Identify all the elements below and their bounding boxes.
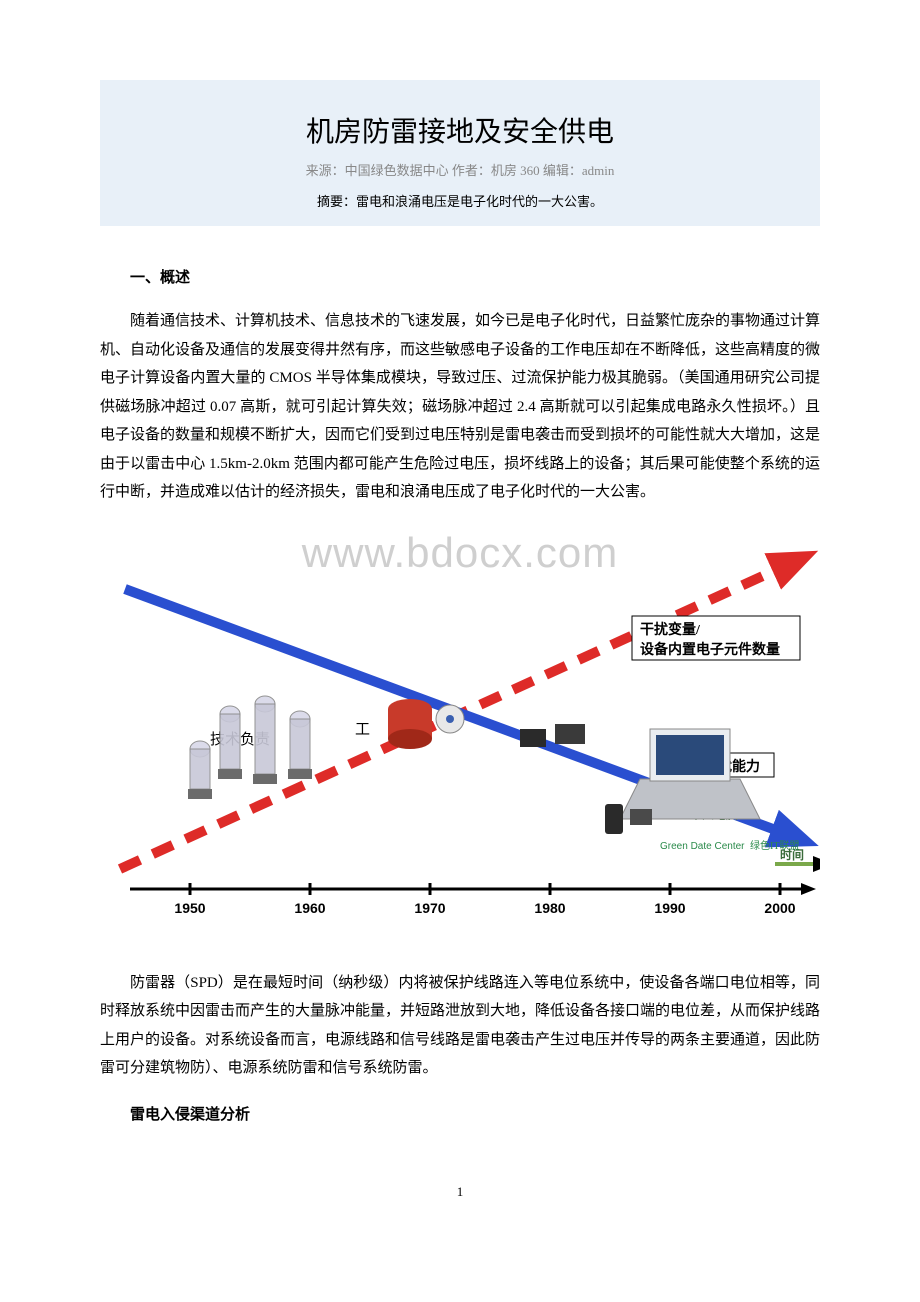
source-prefix: 来源：: [306, 163, 345, 178]
svg-text:1990: 1990: [654, 900, 685, 916]
svg-text:Green Date Center: Green Date Center: [660, 841, 745, 852]
paragraph-1: 随着通信技术、计算机技术、信息技术的飞速发展，如今已是电子化时代，日益繁忙庞杂的…: [100, 307, 820, 507]
meta-line: 来源：中国绿色数据中心 作者：机房 360 编辑：admin: [110, 160, 810, 179]
svg-text:2000: 2000: [764, 900, 795, 916]
svg-text:1960: 1960: [294, 900, 325, 916]
svg-text:工: 工: [355, 722, 370, 738]
section-2-title: 雷电入侵渠道分析: [100, 1103, 820, 1124]
editor-prefix: 编辑：: [540, 163, 582, 178]
svg-text:绿色IT联盟: 绿色IT联盟: [750, 839, 799, 852]
trend-chart: www.bdocx.com 195019601970198019902000干扰…: [100, 519, 820, 949]
svg-text:1950: 1950: [174, 900, 205, 916]
abstract-prefix: 摘要：: [317, 194, 356, 209]
author: 机房 360: [491, 163, 540, 178]
author-prefix: 作者：: [449, 163, 491, 178]
abstract-line: 摘要：雷电和浪涌电压是电子化时代的一大公害。: [110, 191, 810, 210]
page-title: 机房防雷接地及安全供电: [110, 110, 810, 150]
abstract-text: 雷电和浪涌电压是电子化时代的一大公害。: [356, 194, 603, 209]
source: 中国绿色数据中心: [345, 163, 449, 178]
svg-text:干扰变量/: 干扰变量/: [640, 621, 701, 638]
editor: admin: [582, 163, 615, 178]
svg-text:设备内置电子元件数量: 设备内置电子元件数量: [640, 641, 780, 658]
header-box: 机房防雷接地及安全供电 来源：中国绿色数据中心 作者：机房 360 编辑：adm…: [100, 80, 820, 226]
page-number: 1: [100, 1184, 820, 1200]
chart-svg: 195019601970198019902000干扰变量/设备内置电子元件数量抗…: [100, 519, 820, 949]
svg-text:1980: 1980: [534, 900, 565, 916]
paragraph-2: 防雷器（SPD）是在最短时间（纳秒级）内将被保护线路连入等电位系统中，使设备各端…: [100, 969, 820, 1083]
section-1-title: 一、概述: [100, 266, 820, 287]
svg-text:1970: 1970: [414, 900, 445, 916]
